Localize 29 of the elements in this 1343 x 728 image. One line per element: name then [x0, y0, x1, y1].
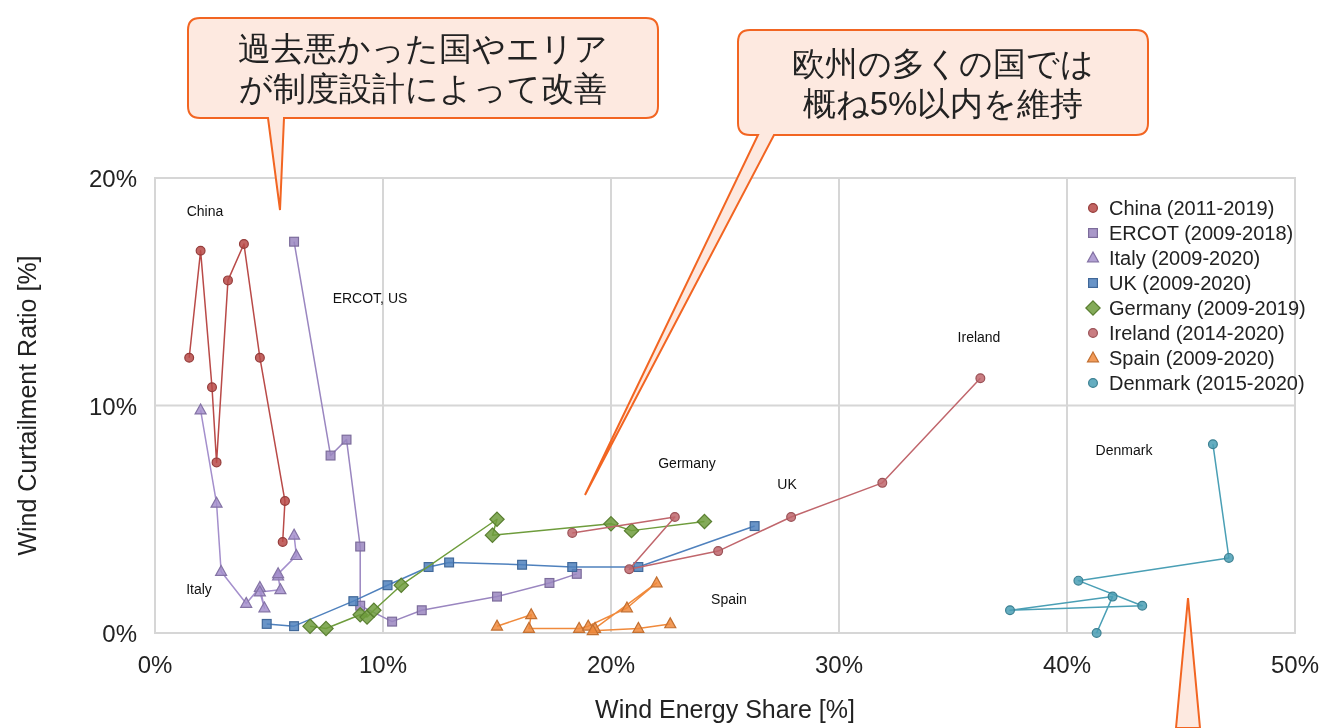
- legend-label: ERCOT (2009-2018): [1109, 222, 1294, 244]
- x-tick-label: 40%: [1042, 651, 1092, 678]
- legend-label: Germany (2009-2019): [1109, 297, 1306, 319]
- x-tick-label: 50%: [1270, 651, 1320, 678]
- annotation: Italy: [186, 581, 212, 597]
- y-tick-label: 0%: [102, 620, 137, 647]
- annotation: China: [186, 203, 224, 219]
- annotation: Ireland: [957, 329, 1001, 345]
- text: 欧州の多くの国では概ね5%以内を維持: [792, 44, 1094, 122]
- annotation: UK: [777, 476, 798, 492]
- annotation: Denmark: [1095, 442, 1154, 458]
- legend-label: Italy (2009-2020): [1109, 247, 1261, 269]
- x-tick-label: 30%: [814, 651, 864, 678]
- annotation: ERCOT, US: [332, 290, 408, 306]
- legend-label: Denmark (2015-2020): [1109, 372, 1305, 394]
- annotation: Spain: [711, 591, 747, 607]
- y-tick-label: 20%: [88, 165, 137, 192]
- legend-label: Ireland (2014-2020): [1109, 322, 1285, 344]
- x-tick-label: 10%: [358, 651, 408, 678]
- x-axis-title: Wind Energy Share [%]: [595, 695, 855, 723]
- legend-label: China (2011-2019): [1109, 197, 1275, 219]
- y-axis-title: Wind Curtailment Ratio [%]: [13, 255, 41, 556]
- y-tick-label: 10%: [88, 392, 137, 420]
- annotation: Germany: [658, 455, 716, 471]
- x-tick-label: 20%: [586, 651, 636, 678]
- legend-label: UK (2009-2020): [1109, 272, 1252, 294]
- x-tick-label: 0%: [137, 651, 173, 678]
- text: 過去悪かった国やエリアが制度設計によって改善: [238, 30, 608, 107]
- legend-label: Spain (2009-2020): [1109, 347, 1275, 369]
